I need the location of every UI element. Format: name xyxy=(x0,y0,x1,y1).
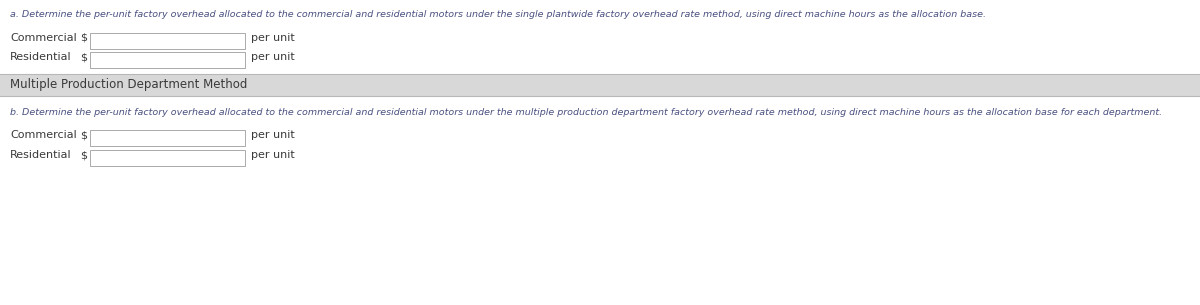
Bar xyxy=(90,33,245,49)
Text: $: $ xyxy=(80,33,88,43)
Bar xyxy=(90,130,245,146)
Text: $: $ xyxy=(80,150,88,160)
Text: $: $ xyxy=(80,52,88,62)
Text: b. Determine the per-unit factory overhead allocated to the commercial and resid: b. Determine the per-unit factory overhe… xyxy=(10,108,1162,117)
Bar xyxy=(0,74,1200,96)
Text: a. Determine the per-unit factory overhead allocated to the commercial and resid: a. Determine the per-unit factory overhe… xyxy=(10,10,986,19)
Text: per unit: per unit xyxy=(251,33,295,43)
Text: per unit: per unit xyxy=(251,52,295,62)
Bar xyxy=(90,52,245,68)
Text: Residential: Residential xyxy=(10,150,72,160)
Text: per unit: per unit xyxy=(251,130,295,140)
Text: Multiple Production Department Method: Multiple Production Department Method xyxy=(10,78,247,91)
Text: Residential: Residential xyxy=(10,52,72,62)
Text: per unit: per unit xyxy=(251,150,295,160)
Text: $: $ xyxy=(80,130,88,140)
Text: Commercial: Commercial xyxy=(10,33,77,43)
Bar xyxy=(90,150,245,166)
Text: Commercial: Commercial xyxy=(10,130,77,140)
